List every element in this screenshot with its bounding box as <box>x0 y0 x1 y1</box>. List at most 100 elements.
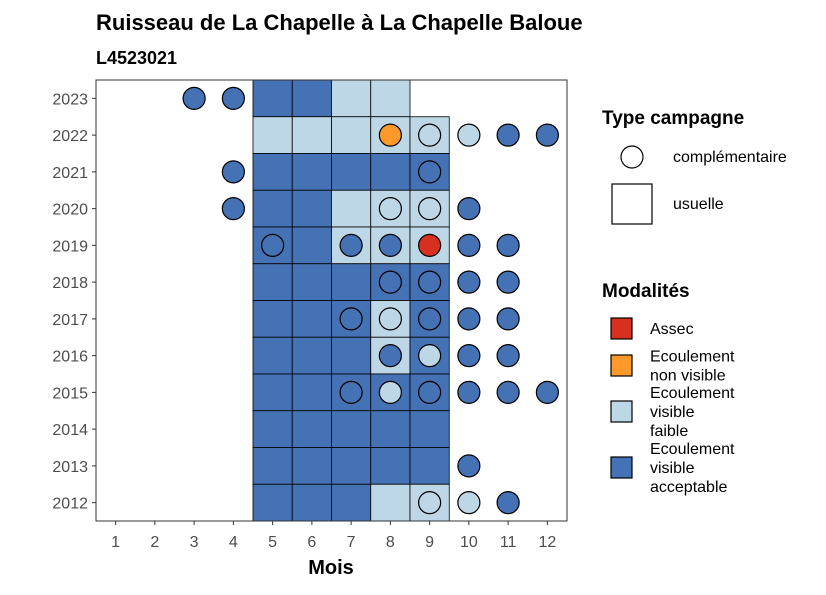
point-2022-12 <box>535 123 559 147</box>
point-2022-9 <box>418 123 442 147</box>
tile-2014-9 <box>409 410 450 448</box>
legend-modalite-label: non visible <box>650 368 726 385</box>
point-2021-9 <box>418 160 442 184</box>
chart-title: Ruisseau de La Chapelle à La Chapelle Ba… <box>96 10 583 35</box>
tile-2023-6 <box>291 79 332 118</box>
point-2022-10 <box>457 123 481 147</box>
legend-modalite-label: faible <box>650 423 688 440</box>
x-tick-label: 5 <box>268 534 277 551</box>
x-tick-label: 9 <box>425 534 434 551</box>
legend-modalite-label: Assec <box>650 321 694 338</box>
legend-type-label: complémentaire <box>673 149 787 166</box>
tile-2021-8 <box>370 153 411 191</box>
point-2020-10 <box>457 197 481 221</box>
point-2015-10 <box>457 380 481 404</box>
point-2017-10 <box>457 307 481 331</box>
tile-2015-6 <box>291 373 332 412</box>
point-2018-11 <box>496 270 520 294</box>
point-2015-9 <box>418 380 442 404</box>
tile-2020-7 <box>331 189 372 228</box>
x-tick-label: 10 <box>460 534 478 551</box>
tile-2023-5 <box>252 79 293 118</box>
tile-2021-5 <box>252 153 293 191</box>
point-2017-7 <box>339 307 363 331</box>
legend-modalite-label: visible <box>650 460 695 477</box>
legend-modalite-label: Ecoulement <box>650 385 735 402</box>
x-tick-label: 4 <box>229 534 238 551</box>
y-tick-label: 2016 <box>52 349 88 366</box>
point-2017-9 <box>418 307 442 331</box>
point-2019-11 <box>496 233 520 257</box>
x-tick-label: 12 <box>538 534 556 551</box>
point-2013-10 <box>457 454 481 478</box>
tile-2013-9 <box>409 447 450 485</box>
y-tick-label: 2015 <box>52 385 88 402</box>
point-2017-11 <box>496 307 520 331</box>
point-2019-10 <box>457 233 481 257</box>
y-tick-label: 2013 <box>52 459 88 476</box>
point-2012-10 <box>457 491 481 515</box>
chart-subtitle: L4523021 <box>96 48 177 68</box>
legend-circle-key <box>620 145 644 169</box>
tile-2023-7 <box>331 79 372 118</box>
tile-2022-5 <box>252 116 293 154</box>
legend-type: complémentaire usuelle <box>611 145 787 225</box>
legend-modalite-label: acceptable <box>650 479 727 496</box>
point-2023-4 <box>221 86 245 110</box>
tile-2020-6 <box>291 189 332 228</box>
y-tick-label: 2022 <box>52 128 88 145</box>
point-2019-8 <box>378 233 402 257</box>
tile-2022-7 <box>331 116 372 154</box>
tile-2013-6 <box>291 447 332 485</box>
tile-2013-5 <box>252 447 293 485</box>
x-tick-label: 7 <box>347 534 356 551</box>
tile-2013-7 <box>331 447 372 485</box>
point-2017-8 <box>378 307 402 331</box>
point-2012-11 <box>496 491 520 515</box>
tile-2016-7 <box>331 336 372 375</box>
point-2016-11 <box>496 344 520 368</box>
legend-modalite-key <box>610 354 633 377</box>
legend-modalite-label: Ecoulement <box>650 441 735 458</box>
tile-2017-6 <box>291 300 332 338</box>
legend-modalite-key <box>610 456 633 479</box>
y-tick-label: 2017 <box>52 312 88 329</box>
point-2012-9 <box>418 491 442 515</box>
tiles-layer <box>252 79 450 522</box>
tile-2017-5 <box>252 300 293 338</box>
point-2019-7 <box>339 233 363 257</box>
y-tick-label: 2019 <box>52 238 88 255</box>
x-axis-label: Mois <box>308 557 354 579</box>
x-tick-label: 8 <box>386 534 395 551</box>
tile-2023-8 <box>370 79 411 118</box>
y-tick-label: 2020 <box>52 202 88 219</box>
x-axis: 1 2 3 4 5 6 7 8 9 10 11 12 <box>111 521 556 551</box>
plot-border <box>95 79 568 522</box>
legend-modalite-label: Ecoulement <box>650 349 735 366</box>
point-2022-8 <box>378 123 402 147</box>
tile-2012-5 <box>252 483 293 522</box>
point-2015-8 <box>378 380 402 404</box>
legend-modalite-key <box>610 317 633 340</box>
point-2020-9 <box>418 197 442 221</box>
point-2018-10 <box>457 270 481 294</box>
x-tick-label: 6 <box>307 534 316 551</box>
point-2020-8 <box>378 197 402 221</box>
point-2019-9 <box>418 233 442 257</box>
point-2015-11 <box>496 380 520 404</box>
y-tick-label: 2012 <box>52 496 88 513</box>
tile-2014-5 <box>252 410 293 448</box>
point-2018-9 <box>418 270 442 294</box>
tile-2012-6 <box>291 483 332 522</box>
tile-2021-7 <box>331 153 372 191</box>
tile-2019-6 <box>291 226 332 265</box>
legend-type-label: usuelle <box>673 196 724 213</box>
tile-2018-6 <box>291 263 332 301</box>
point-2021-4 <box>221 160 245 184</box>
legend-modalite-key <box>610 400 633 423</box>
tile-2015-5 <box>252 373 293 412</box>
legend-modalites-title: Modalités <box>602 281 690 302</box>
point-2019-5 <box>261 233 285 257</box>
tile-2022-6 <box>291 116 332 154</box>
